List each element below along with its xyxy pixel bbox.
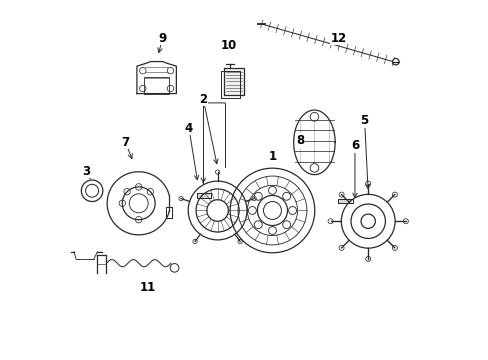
Text: 11: 11 — [139, 281, 156, 294]
Text: 12: 12 — [330, 32, 346, 45]
Polygon shape — [224, 68, 243, 95]
Text: 7: 7 — [121, 136, 129, 149]
Text: 3: 3 — [82, 165, 90, 177]
Text: 6: 6 — [350, 139, 358, 152]
Text: 1: 1 — [268, 150, 276, 163]
Text: 5: 5 — [360, 114, 368, 127]
Text: 10: 10 — [220, 39, 236, 52]
Circle shape — [392, 58, 398, 65]
Bar — [143, 77, 169, 94]
Text: 4: 4 — [184, 122, 193, 135]
Text: 9: 9 — [158, 32, 166, 45]
Text: 8: 8 — [295, 134, 304, 147]
Text: 2: 2 — [199, 93, 207, 106]
